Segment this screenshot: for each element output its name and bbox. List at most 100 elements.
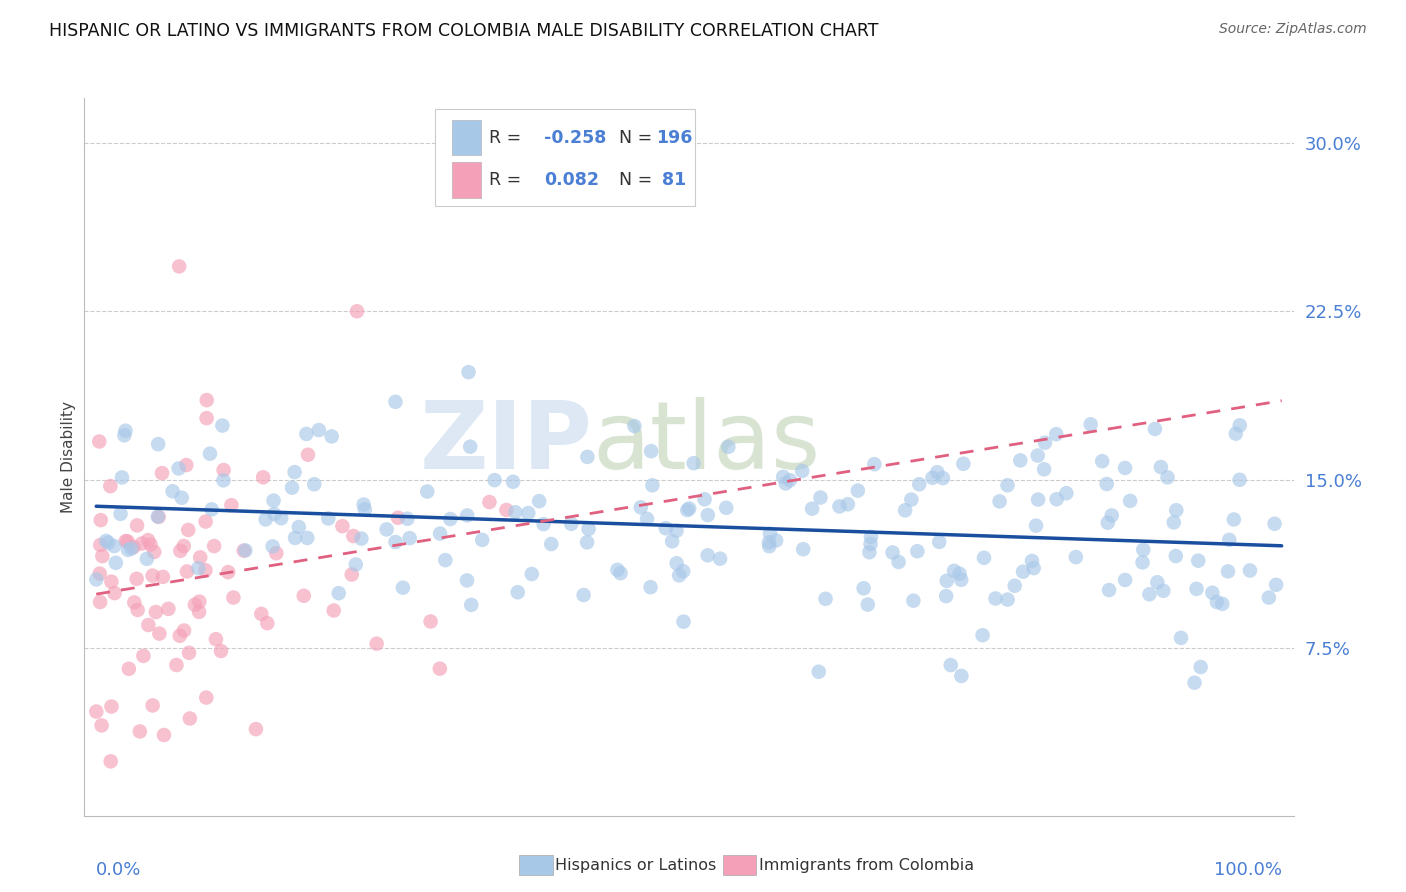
Point — [852, 581, 875, 595]
Point — [121, 541, 143, 556]
Point — [576, 535, 599, 549]
Point — [758, 535, 780, 549]
Point — [678, 501, 700, 516]
Point — [266, 546, 288, 560]
Point — [927, 465, 949, 479]
Point — [328, 586, 350, 600]
Point — [457, 365, 479, 379]
Point — [173, 624, 195, 638]
Point — [1265, 578, 1288, 592]
Point — [281, 481, 304, 495]
Point — [814, 591, 837, 606]
Point — [256, 616, 278, 631]
Point — [353, 498, 375, 512]
Point — [1021, 554, 1043, 568]
Point — [665, 524, 688, 538]
Point — [104, 556, 127, 570]
Point — [103, 586, 125, 600]
Point — [384, 535, 406, 549]
Point — [96, 533, 118, 548]
Point — [170, 491, 193, 505]
Point — [758, 539, 780, 553]
Point — [396, 512, 419, 526]
Point — [146, 509, 169, 524]
Point — [89, 566, 111, 581]
Point — [1206, 595, 1229, 609]
Point — [195, 411, 218, 425]
Point — [859, 530, 882, 544]
Point — [212, 463, 235, 477]
Point — [100, 755, 122, 769]
Point — [717, 440, 740, 454]
Text: R =: R = — [489, 170, 522, 189]
Point — [984, 591, 1007, 606]
Point — [576, 450, 599, 464]
Text: HISPANIC OR LATINO VS IMMIGRANTS FROM COLOMBIA MALE DISABILITY CORRELATION CHART: HISPANIC OR LATINO VS IMMIGRANTS FROM CO… — [49, 22, 879, 40]
Point — [1189, 660, 1212, 674]
Point — [1025, 518, 1047, 533]
Point — [1156, 470, 1178, 484]
Point — [672, 564, 695, 578]
Point — [1164, 549, 1187, 563]
Point — [1150, 460, 1173, 475]
Point — [173, 539, 195, 553]
Point — [198, 447, 221, 461]
Point — [321, 429, 343, 443]
Text: N =: N = — [619, 128, 652, 146]
Point — [1114, 461, 1136, 475]
Point — [1264, 516, 1286, 531]
Point — [1033, 462, 1056, 476]
Point — [1218, 533, 1240, 547]
Point — [1045, 427, 1067, 442]
Point — [1098, 583, 1121, 598]
Point — [882, 545, 904, 559]
Point — [1201, 586, 1223, 600]
Point — [419, 615, 441, 629]
Point — [1026, 449, 1049, 463]
Point — [792, 464, 814, 478]
Point — [188, 605, 211, 619]
Point — [972, 628, 994, 642]
Point — [456, 574, 478, 588]
Point — [398, 531, 420, 545]
Point — [232, 543, 254, 558]
Point — [142, 698, 165, 713]
Point — [460, 598, 482, 612]
Point — [188, 550, 211, 565]
Point — [212, 474, 235, 488]
Point — [623, 419, 645, 434]
Point — [177, 523, 200, 537]
Point — [948, 566, 970, 581]
Point — [1095, 477, 1118, 491]
Point — [162, 484, 184, 499]
Point — [1119, 494, 1142, 508]
Point — [308, 423, 330, 437]
Point — [997, 478, 1019, 492]
Point — [202, 539, 225, 553]
Point — [1101, 508, 1123, 523]
Point — [100, 699, 122, 714]
Point — [245, 722, 267, 736]
Point — [828, 500, 851, 514]
Point — [772, 470, 794, 484]
Point — [759, 526, 782, 541]
Point — [124, 595, 146, 609]
Point — [184, 598, 207, 612]
Point — [148, 626, 170, 640]
Point — [640, 580, 662, 594]
Point — [928, 535, 950, 549]
Point — [384, 394, 406, 409]
Point — [560, 516, 582, 531]
Point — [765, 533, 787, 548]
Point — [135, 551, 157, 566]
Point — [661, 534, 683, 549]
Point — [672, 615, 695, 629]
Point — [943, 564, 966, 578]
Text: N =: N = — [619, 170, 652, 189]
Point — [858, 545, 880, 559]
Text: R =: R = — [489, 128, 522, 146]
Point — [439, 512, 461, 526]
Point — [209, 644, 232, 658]
Point — [935, 589, 957, 603]
Point — [167, 461, 190, 475]
